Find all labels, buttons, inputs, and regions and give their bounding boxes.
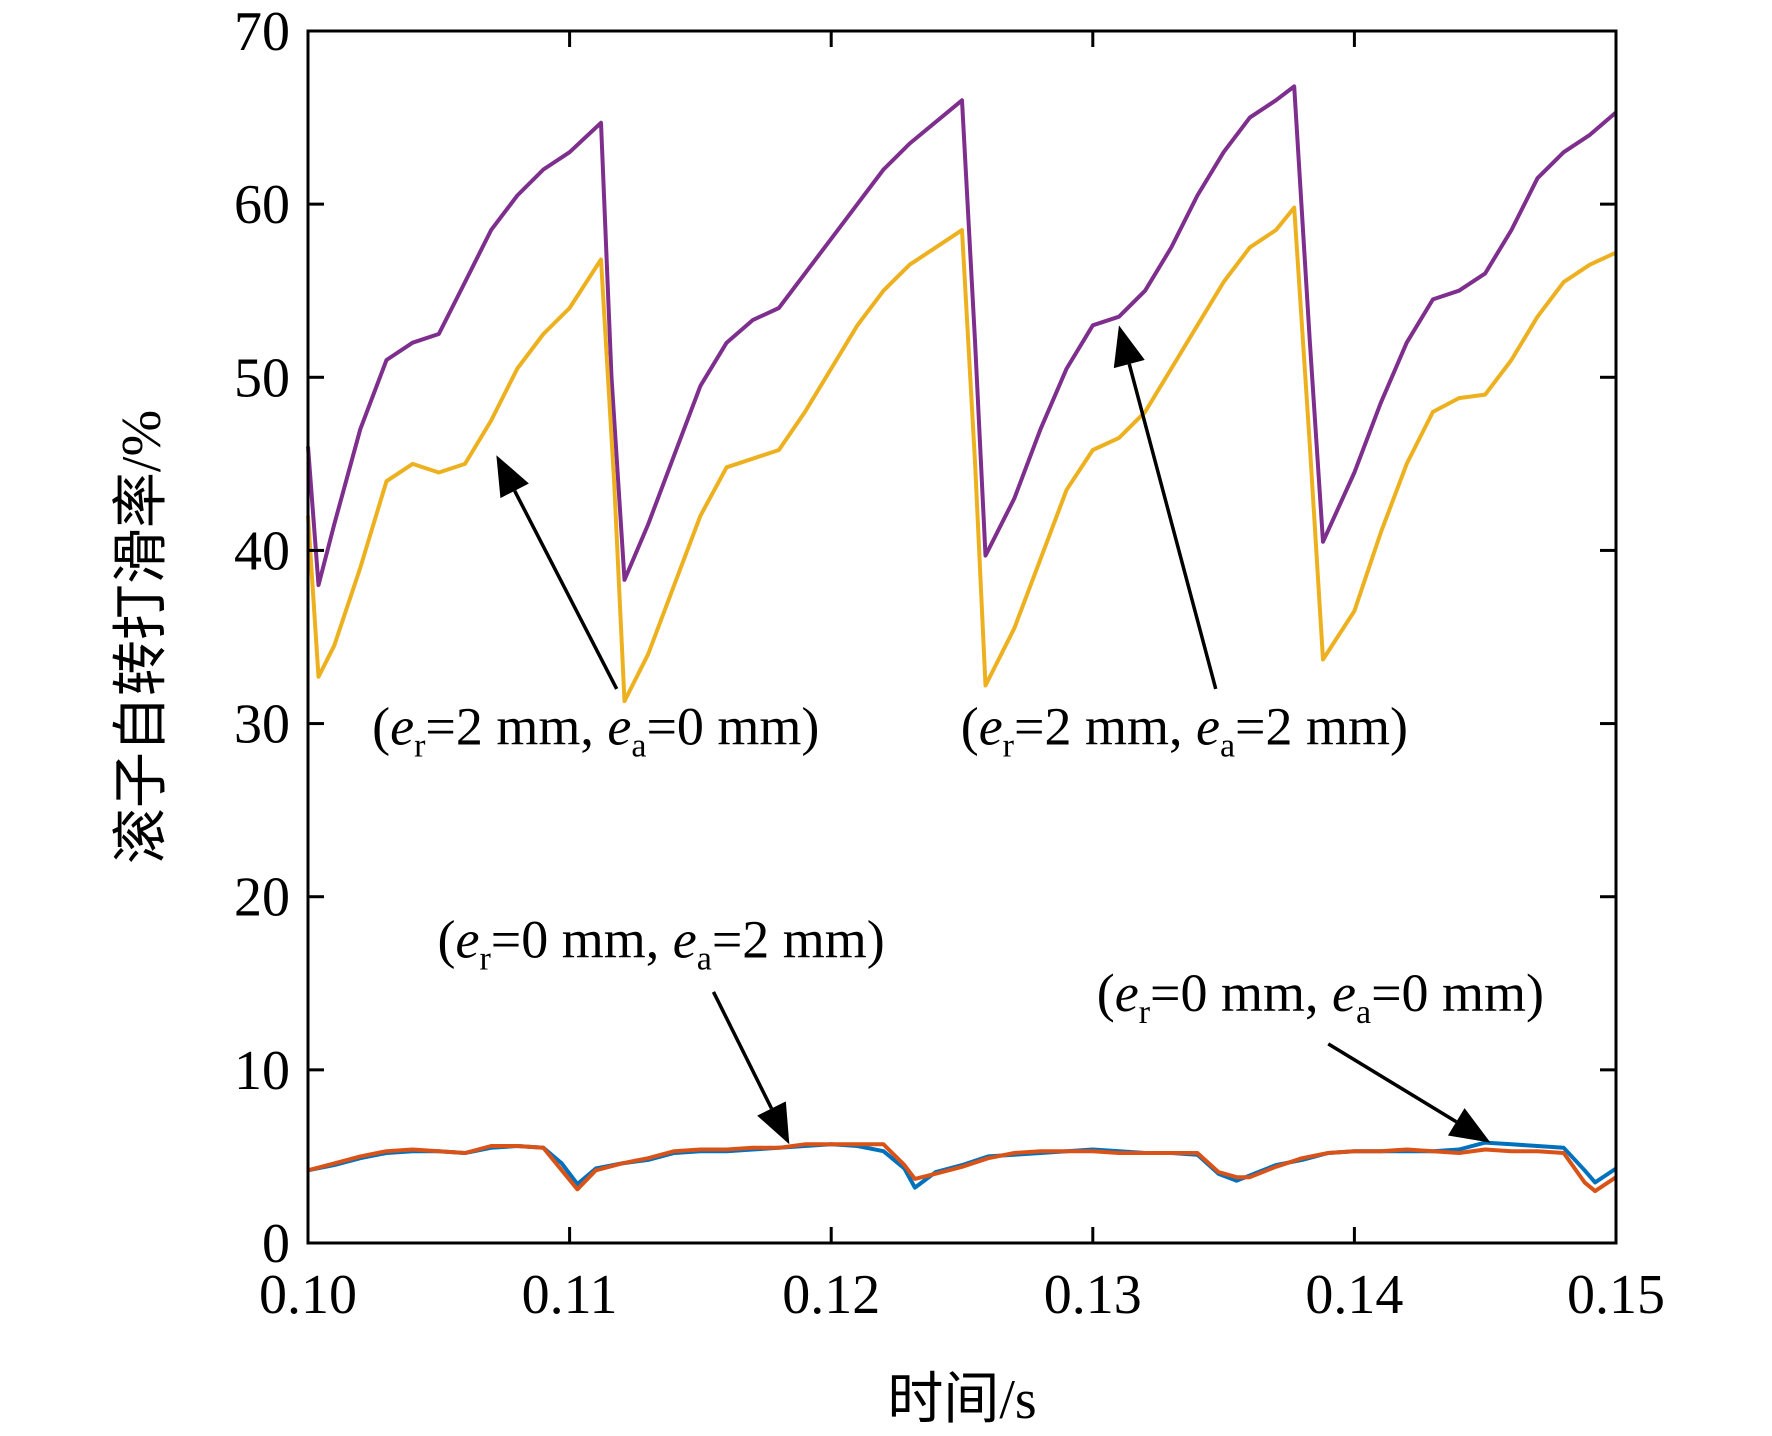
y-tick-label: 40 — [234, 520, 290, 582]
annotation-arrow-shaft — [711, 991, 774, 1110]
annotation-layer: (er=2 mm, ea=0 mm) (er=2 mm, ea=2 mm) (er=… — [372, 325, 1544, 1145]
y-axis-label: 滚子自转打滑率/% — [111, 410, 173, 864]
y-tick-label: 60 — [234, 174, 290, 236]
annotation-arrow-head — [1447, 1108, 1491, 1143]
annotation-arrow-shaft — [1327, 1042, 1458, 1124]
series-line-0 — [306, 84, 1618, 588]
series-line-1 — [306, 205, 1617, 704]
x-tick-label: 0.10 — [259, 1264, 357, 1326]
x-tick-label: 0.12 — [782, 1264, 880, 1326]
y-tick-label: 20 — [234, 867, 290, 929]
y-tick-label: 50 — [234, 347, 290, 409]
annotation-label: (er=0 mm, ea=0 mm) — [1097, 963, 1544, 1031]
y-tick-label: 0 — [262, 1213, 290, 1275]
annotation-arrow-head — [757, 1101, 790, 1145]
annotation-label: (er=0 mm, ea=2 mm) — [438, 909, 885, 977]
annotation-arrow-shaft — [1127, 363, 1218, 690]
x-tick-label: 0.13 — [1044, 1264, 1142, 1326]
annotation-arrow-head — [496, 455, 529, 499]
axis-layer: 0.10 0.11 0.12 0.13 0.14 0.15 0 10 20 30 40 50 60 70 — [234, 1, 1665, 1326]
series-line-3 — [307, 1142, 1618, 1194]
annotation-arrow-shaft — [513, 489, 619, 690]
x-axis-label: 时间/s — [887, 1369, 1036, 1431]
annotation-arrow-head — [1113, 325, 1145, 369]
annotation-label: (er=2 mm, ea=0 mm) — [372, 696, 819, 764]
series-layer — [306, 84, 1618, 1194]
x-tick-label: 0.14 — [1305, 1264, 1403, 1326]
plot-frame — [306, 29, 1618, 1245]
y-tick-label: 10 — [234, 1040, 290, 1102]
x-tick-label: 0.11 — [522, 1264, 618, 1326]
annotation-label: (er=2 mm, ea=2 mm) — [961, 696, 1408, 764]
x-tick-label: 0.15 — [1567, 1264, 1665, 1326]
y-tick-label: 30 — [234, 694, 290, 756]
y-tick-label: 70 — [234, 1, 290, 63]
